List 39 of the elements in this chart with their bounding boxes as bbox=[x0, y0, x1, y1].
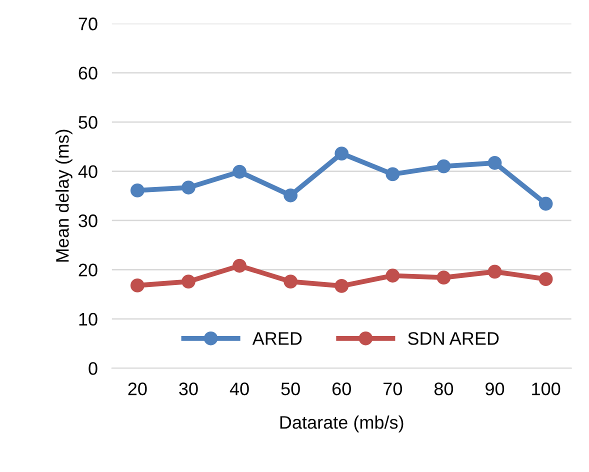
y-tick-label: 10 bbox=[79, 312, 98, 326]
point bbox=[386, 167, 400, 182]
y-tick-label: 40 bbox=[78, 165, 98, 178]
point bbox=[232, 164, 246, 179]
y-tick-label: 20 bbox=[78, 264, 98, 276]
y-tick-label: 0 bbox=[88, 362, 98, 375]
point bbox=[182, 180, 196, 194]
y-tick-label: 50 bbox=[78, 116, 98, 129]
point bbox=[334, 146, 349, 160]
point bbox=[232, 258, 246, 273]
y-tick-label: 70 bbox=[78, 18, 98, 30]
x-tick-label: 30 bbox=[179, 382, 198, 396]
x-tick-label: 70 bbox=[384, 382, 402, 396]
point bbox=[436, 270, 451, 285]
x-tick-label: 90 bbox=[486, 382, 504, 396]
x-axis-title: Datarate (mb/s) bbox=[280, 416, 404, 432]
x-tick-label: 50 bbox=[281, 382, 300, 396]
legend-label: SDN ARED bbox=[408, 332, 499, 345]
point bbox=[130, 184, 144, 198]
point bbox=[488, 156, 502, 170]
point bbox=[488, 264, 502, 279]
point bbox=[182, 274, 196, 288]
legend-label: ARED bbox=[252, 332, 302, 345]
point bbox=[538, 272, 553, 286]
x-tick-label: 80 bbox=[434, 382, 454, 396]
y-tick-label: 60 bbox=[78, 66, 98, 80]
point bbox=[436, 159, 451, 174]
x-tick-label: 60 bbox=[332, 382, 351, 396]
point bbox=[284, 188, 298, 202]
x-tick-label: 40 bbox=[230, 382, 249, 396]
point bbox=[130, 278, 144, 292]
y-axis-title: Mean delay (ms) bbox=[56, 130, 72, 262]
point bbox=[334, 279, 349, 293]
y-tick-label: 30 bbox=[78, 214, 98, 228]
point bbox=[284, 274, 298, 288]
point bbox=[386, 268, 400, 283]
x-tick-label: 100 bbox=[532, 382, 560, 396]
point bbox=[538, 196, 553, 211]
x-tick-label: 20 bbox=[128, 382, 147, 396]
